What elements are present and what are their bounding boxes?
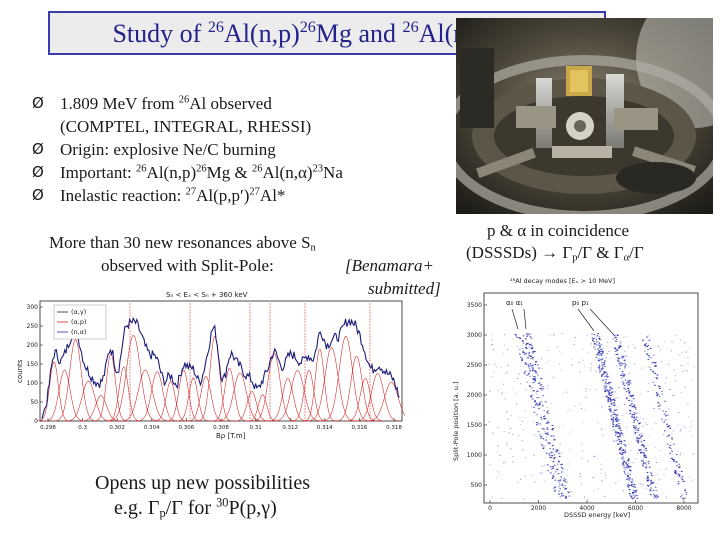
- spectrum-ytick-label: 300: [27, 304, 39, 311]
- spectrum-xtick-label: 0.306: [179, 425, 195, 431]
- heatmap-xtick-label: 6000: [628, 505, 643, 512]
- heatmap-ytick-label: 500: [471, 482, 483, 489]
- spectrum-xtick-label: 0.316: [352, 425, 368, 431]
- spectrum-yticks: 300 250 200 150 100 50 0: [27, 304, 43, 425]
- detector-photo: [456, 18, 713, 214]
- heatmap-events: [488, 333, 695, 500]
- bullet-3: Ø Important: 26Al(n,p)26Mg & 26Al(n,α)23…: [32, 163, 343, 182]
- spectrum-xticks: 0.298 0.3 0.302 0.304 0.306 0.308 0.31 0.312 0.3…: [40, 418, 402, 431]
- spectrum-xtick-label: 0.31: [249, 425, 261, 431]
- spectrum-xlabel: Bρ [T.m]: [216, 432, 246, 440]
- bullet-list: Ø 1.809 MeV from 26Al observed (COMPTEL,…: [32, 92, 452, 207]
- heatmap-xtick-label: 4000: [579, 505, 594, 512]
- arrow-bullet-icon: Ø: [32, 94, 44, 112]
- split-pole-spectrum: Sₙ < Eₓ < Sₙ + 360 keV counts Bρ [T.m] 3…: [16, 287, 418, 440]
- spectrum-ylabel: counts: [16, 359, 24, 383]
- heatmap-ytick-label: 2500: [467, 362, 482, 369]
- resonances-line-1: More than 30 new resonances above Sn: [49, 233, 316, 254]
- spectrum-ytick-label: 0: [34, 418, 38, 425]
- heatmap-frame: [483, 292, 699, 504]
- spectrum-xtick-label: 0.318: [386, 425, 402, 431]
- heatmap-xlabel: DSSSD energy [keV]: [564, 511, 630, 519]
- heatmap-header: ²⁸Al decay modes [Eₓ > 10 MeV]: [510, 277, 615, 285]
- heatmap-xtick-label: 8000: [676, 505, 691, 512]
- arrow-bullet-icon: Ø: [32, 140, 44, 158]
- possibilities-line-1: Opens up new possibilities: [95, 472, 310, 494]
- heatmap-ytick-label: 1000: [467, 452, 482, 459]
- spectrum-ytick-label: 250: [27, 323, 39, 330]
- bullet-1: Ø 1.809 MeV from 26Al observed: [32, 94, 272, 113]
- spectrum-xtick-label: 0.304: [144, 425, 160, 431]
- spectrum-xtick-label: 0.302: [109, 425, 125, 431]
- legend-entry-2: (α,p): [71, 318, 87, 326]
- spectrum-ytick-label: 100: [27, 380, 39, 387]
- spectrum-data-line: [41, 316, 400, 419]
- heatmap-ylabel: Split-Pole position [a. u.]: [452, 382, 460, 461]
- heatmap-ytick-label: 3500: [467, 302, 482, 309]
- spectrum-xtick-label: 0.312: [282, 425, 298, 431]
- spectrum-xtick-label: 0.298: [40, 425, 56, 431]
- spectrum-ytick-label: 200: [27, 342, 39, 349]
- coincidence-line-2: (DSSSDs) → Γp/Γ & Γα/Γ: [466, 243, 644, 264]
- legend-entry-3: (n,α): [71, 328, 87, 336]
- heatmap-ytick-label: 3000: [467, 332, 482, 339]
- bullet-4: Ø Inelastic reaction: 27Al(p,p′)27Al*: [32, 186, 286, 205]
- decay-modes-heatmap: ²⁸Al decay modes [Eₓ > 10 MeV] Split-Pol…: [444, 271, 704, 519]
- coincidence-line-1: p & α in coincidence: [487, 221, 630, 240]
- heatmap-yticks: 3500 3000 2500 2000 1500 1000 500: [467, 302, 487, 489]
- reference-line-2: submitted]: [368, 279, 441, 298]
- heatmap-ytick-label: 1500: [467, 422, 482, 429]
- spectrum-header: Sₙ < Eₓ < Sₙ + 360 keV: [166, 291, 248, 299]
- reference-line-1: [Benamara+: [345, 256, 434, 275]
- bullet-1-continuation: (COMPTEL, INTEGRAL, RHESSI): [60, 117, 312, 136]
- legend-entry-1: (α,γ): [71, 308, 86, 316]
- spectrum-xtick-label: 0.3: [78, 425, 87, 431]
- spectrum-ytick-label: 150: [27, 361, 39, 368]
- possibilities-line-2: e.g. Γp/Γ for 30P(p,γ): [114, 495, 277, 521]
- heatmap-xtick-label: 0: [488, 505, 492, 512]
- heatmap-ytick-label: 2000: [467, 392, 482, 399]
- arrow-bullet-icon: Ø: [32, 163, 44, 181]
- heatmap-xticks: 0 2000 4000 6000 8000: [488, 500, 692, 512]
- alpha-peaks-label: α₀ α₁: [506, 299, 523, 307]
- heatmap-xtick-label: 2000: [531, 505, 546, 512]
- arrow-bullet-icon: Ø: [32, 186, 44, 204]
- spectrum-xtick-label: 0.308: [213, 425, 229, 431]
- bullet-2: Ø Origin: explosive Ne/C burning: [32, 140, 276, 159]
- proton-peaks-label: p₀ p₁: [572, 299, 589, 307]
- spectrum-ytick-label: 50: [30, 399, 38, 406]
- spectrum-xtick-label: 0.314: [317, 425, 333, 431]
- spectrum-fit-curves: [36, 303, 418, 422]
- spectrum-legend: (α,γ) (α,p) (n,α): [53, 304, 107, 340]
- resonances-line-2: observed with Split-Pole:: [101, 256, 274, 275]
- peak-arrows: [511, 308, 615, 336]
